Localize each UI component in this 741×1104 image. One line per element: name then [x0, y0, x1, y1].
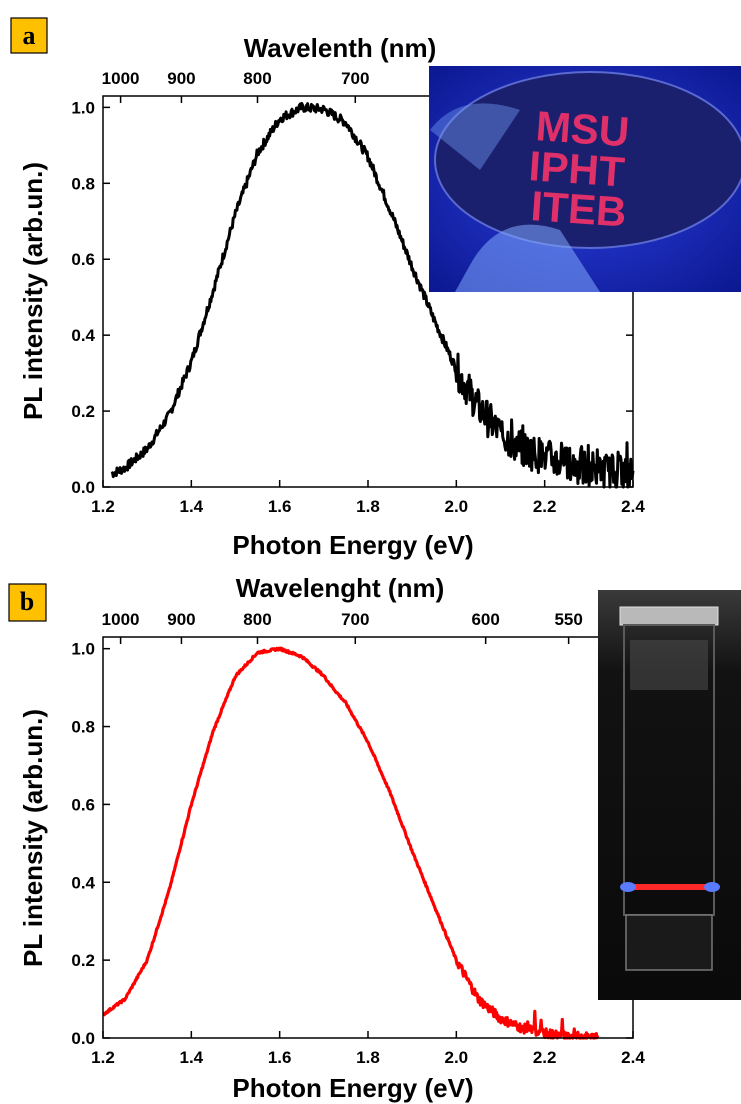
panel-b-y-axis-title: PL intensity (arb.un.) [18, 709, 48, 967]
wafer-letter-line: MSU [534, 102, 630, 155]
series-line [102, 646, 600, 1040]
panel-a-y-ticks: 0.0 0.2 0.4 0.6 0.8 1.0 [71, 98, 633, 497]
panel-b: b Wavelenght (nm) 1000 900 800 700 600 550 0.… [8, 573, 741, 1103]
x-tick-label: 1.4 [180, 497, 204, 516]
y-tick-label: 0.2 [71, 402, 95, 421]
panel-b-plot-area [102, 646, 600, 1040]
top-tick-label: 900 [167, 610, 195, 629]
x-tick-label: 2.2 [533, 1048, 557, 1067]
panel-b-top-ticks: 1000 900 800 700 600 550 [102, 610, 583, 644]
x-tick-label: 2.4 [621, 1048, 645, 1067]
y-tick-label: 0.8 [71, 174, 95, 193]
panel-a-x-axis-title: Photon Energy (eV) [232, 530, 473, 560]
x-tick-label: 1.4 [180, 1048, 204, 1067]
panel-a-top-ticks: 1000 900 800 700 [102, 69, 369, 103]
wafer-letter-line: ITEB [529, 182, 628, 236]
panel-b-inset-photo [598, 590, 741, 1000]
x-tick-label: 1.2 [91, 1048, 115, 1067]
y-tick-label: 1.0 [71, 98, 95, 117]
panel-b-top-axis-title: Wavelenght (nm) [236, 573, 444, 603]
x-tick-label: 1.6 [268, 1048, 292, 1067]
panel-b-label: b [20, 587, 34, 616]
top-tick-label: 800 [243, 610, 271, 629]
series-line [110, 101, 635, 489]
x-tick-label: 1.6 [268, 497, 292, 516]
panel-a-plot-area [110, 101, 635, 489]
x-tick-label: 2.0 [445, 497, 469, 516]
x-tick-label: 2.4 [621, 497, 645, 516]
y-tick-label: 0.6 [71, 250, 95, 269]
x-tick-label: 2.0 [445, 1048, 469, 1067]
y-tick-label: 0.8 [71, 718, 95, 737]
y-tick-label: 0.4 [71, 326, 95, 345]
y-tick-label: 0.0 [71, 478, 95, 497]
panel-b-x-axis-title: Photon Energy (eV) [232, 1073, 473, 1103]
y-tick-label: 1.0 [71, 640, 95, 659]
wafer-letter-line: IPHT [527, 142, 626, 196]
top-tick-label: 700 [341, 69, 369, 88]
panel-a-y-axis-title: PL intensity (arb.un.) [18, 162, 48, 420]
top-tick-label: 700 [341, 610, 369, 629]
panel-b-y-ticks: 0.0 0.2 0.4 0.6 0.8 1.0 [71, 640, 633, 1048]
y-tick-label: 0.0 [71, 1029, 95, 1048]
panel-a-top-axis-title: Wavelenth (nm) [244, 33, 437, 63]
x-tick-label: 1.8 [356, 1048, 380, 1067]
top-tick-label: 900 [167, 69, 195, 88]
x-tick-label: 2.2 [533, 497, 557, 516]
top-tick-label: 1000 [102, 69, 140, 88]
top-tick-label: 800 [243, 69, 271, 88]
panel-a-label-box [10, 17, 48, 54]
top-tick-label: 550 [554, 610, 582, 629]
panel-a: a Wavelenth (nm) 1000 900 800 700 0.0 0.2 0.4… [10, 17, 741, 560]
x-tick-label: 1.8 [356, 497, 380, 516]
top-tick-label: 1000 [102, 610, 140, 629]
panel-b-label-box [8, 583, 47, 622]
top-tick-label: 600 [471, 610, 499, 629]
y-tick-label: 0.2 [71, 951, 95, 970]
y-tick-label: 0.4 [71, 873, 95, 892]
x-tick-label: 1.2 [91, 497, 115, 516]
y-tick-label: 0.6 [71, 795, 95, 814]
panel-a-x-ticks: 1.2 1.4 1.6 1.8 2.0 2.2 2.4 [91, 480, 645, 516]
panel-a-label: a [23, 21, 36, 50]
